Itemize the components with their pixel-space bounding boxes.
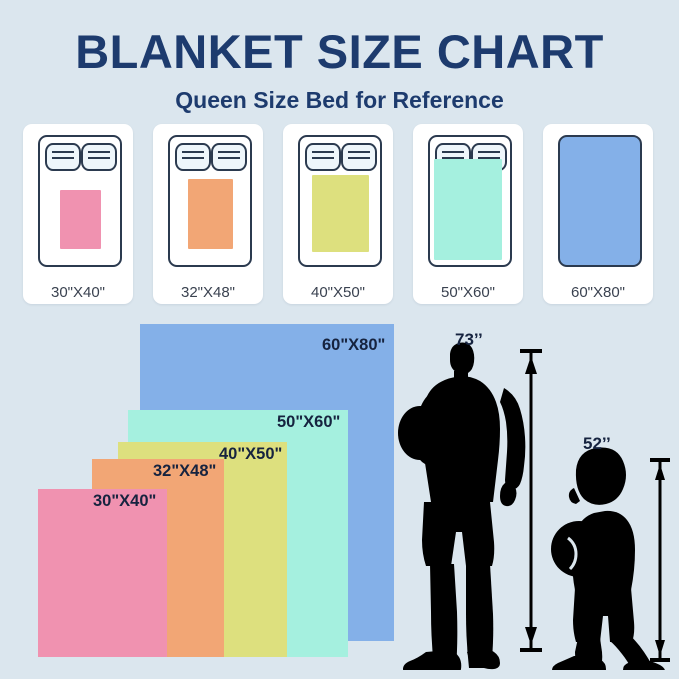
size-rect-30x40 bbox=[38, 489, 167, 657]
size-rect-label-30x40: 30"X40" bbox=[93, 492, 157, 510]
adult-silhouette bbox=[398, 342, 526, 674]
child-silhouette bbox=[551, 447, 665, 678]
size-rect-label-50x60: 50"X60" bbox=[277, 413, 341, 431]
pillow-right-icon bbox=[81, 143, 117, 171]
child-arrow-head-bottom bbox=[655, 640, 665, 656]
adult-arrow-head-bottom bbox=[525, 627, 537, 645]
child-height-arrow bbox=[650, 458, 670, 662]
bed-card-40x50[interactable]: 40"X50" bbox=[283, 124, 393, 304]
bed-card-label: 50"X60" bbox=[440, 284, 496, 301]
pillow-right-icon bbox=[341, 143, 377, 171]
adult-height-arrow bbox=[520, 349, 542, 652]
size-rect-label-32x48: 32"X48" bbox=[153, 462, 217, 480]
child-height-label: 52’’ bbox=[583, 434, 611, 453]
bed-card-label: 40"X50" bbox=[310, 284, 366, 301]
blanket-swatch bbox=[312, 175, 369, 252]
bed-card-label: 32"X48" bbox=[180, 284, 236, 301]
size-rect-label-60x80: 60"X80" bbox=[322, 336, 386, 354]
silhouettes-svg bbox=[398, 342, 670, 678]
bed-outline bbox=[38, 135, 122, 267]
bed-outline bbox=[558, 135, 642, 267]
child-arrow-head-top bbox=[655, 464, 665, 480]
bed-card-60x80[interactable]: 60"X80" bbox=[543, 124, 653, 304]
pillow-pair bbox=[305, 143, 377, 171]
page-subtitle: Queen Size Bed for Reference bbox=[175, 87, 504, 113]
bed-outline bbox=[428, 135, 512, 267]
bed-card-label: 60"X80" bbox=[570, 284, 626, 301]
size-comparison-stack: 60"X80" 50"X60" 40"X50" 32"X48" 30"X40" bbox=[38, 324, 394, 657]
bed-outline bbox=[168, 135, 252, 267]
adult-height-label: 73’’ bbox=[455, 330, 483, 349]
bed-card-32x48[interactable]: 32"X48" bbox=[153, 124, 263, 304]
pillow-left-icon bbox=[45, 143, 81, 171]
pillow-pair bbox=[175, 143, 247, 171]
blanket-swatch bbox=[434, 159, 502, 260]
adult-arrow-head-top bbox=[525, 356, 537, 374]
page-title: BLANKET SIZE CHART bbox=[75, 25, 604, 78]
bed-outline bbox=[298, 135, 382, 267]
bed-card-30x40[interactable]: 30"X40" bbox=[23, 124, 133, 304]
bed-card-row: 30"X40" 32"X48" 40"X50" bbox=[23, 124, 659, 306]
size-rect-label-40x50: 40"X50" bbox=[219, 445, 283, 463]
pillow-left-icon bbox=[175, 143, 211, 171]
bed-card-50x60[interactable]: 50"X60" bbox=[413, 124, 523, 304]
pillow-left-icon bbox=[305, 143, 341, 171]
blanket-swatch bbox=[60, 190, 101, 249]
pillow-pair bbox=[45, 143, 117, 171]
blanket-swatch bbox=[188, 179, 233, 249]
height-reference-group: 73’’ 52’’ bbox=[398, 330, 679, 678]
pillow-right-icon bbox=[211, 143, 247, 171]
bed-card-label: 30"X40" bbox=[50, 284, 106, 301]
